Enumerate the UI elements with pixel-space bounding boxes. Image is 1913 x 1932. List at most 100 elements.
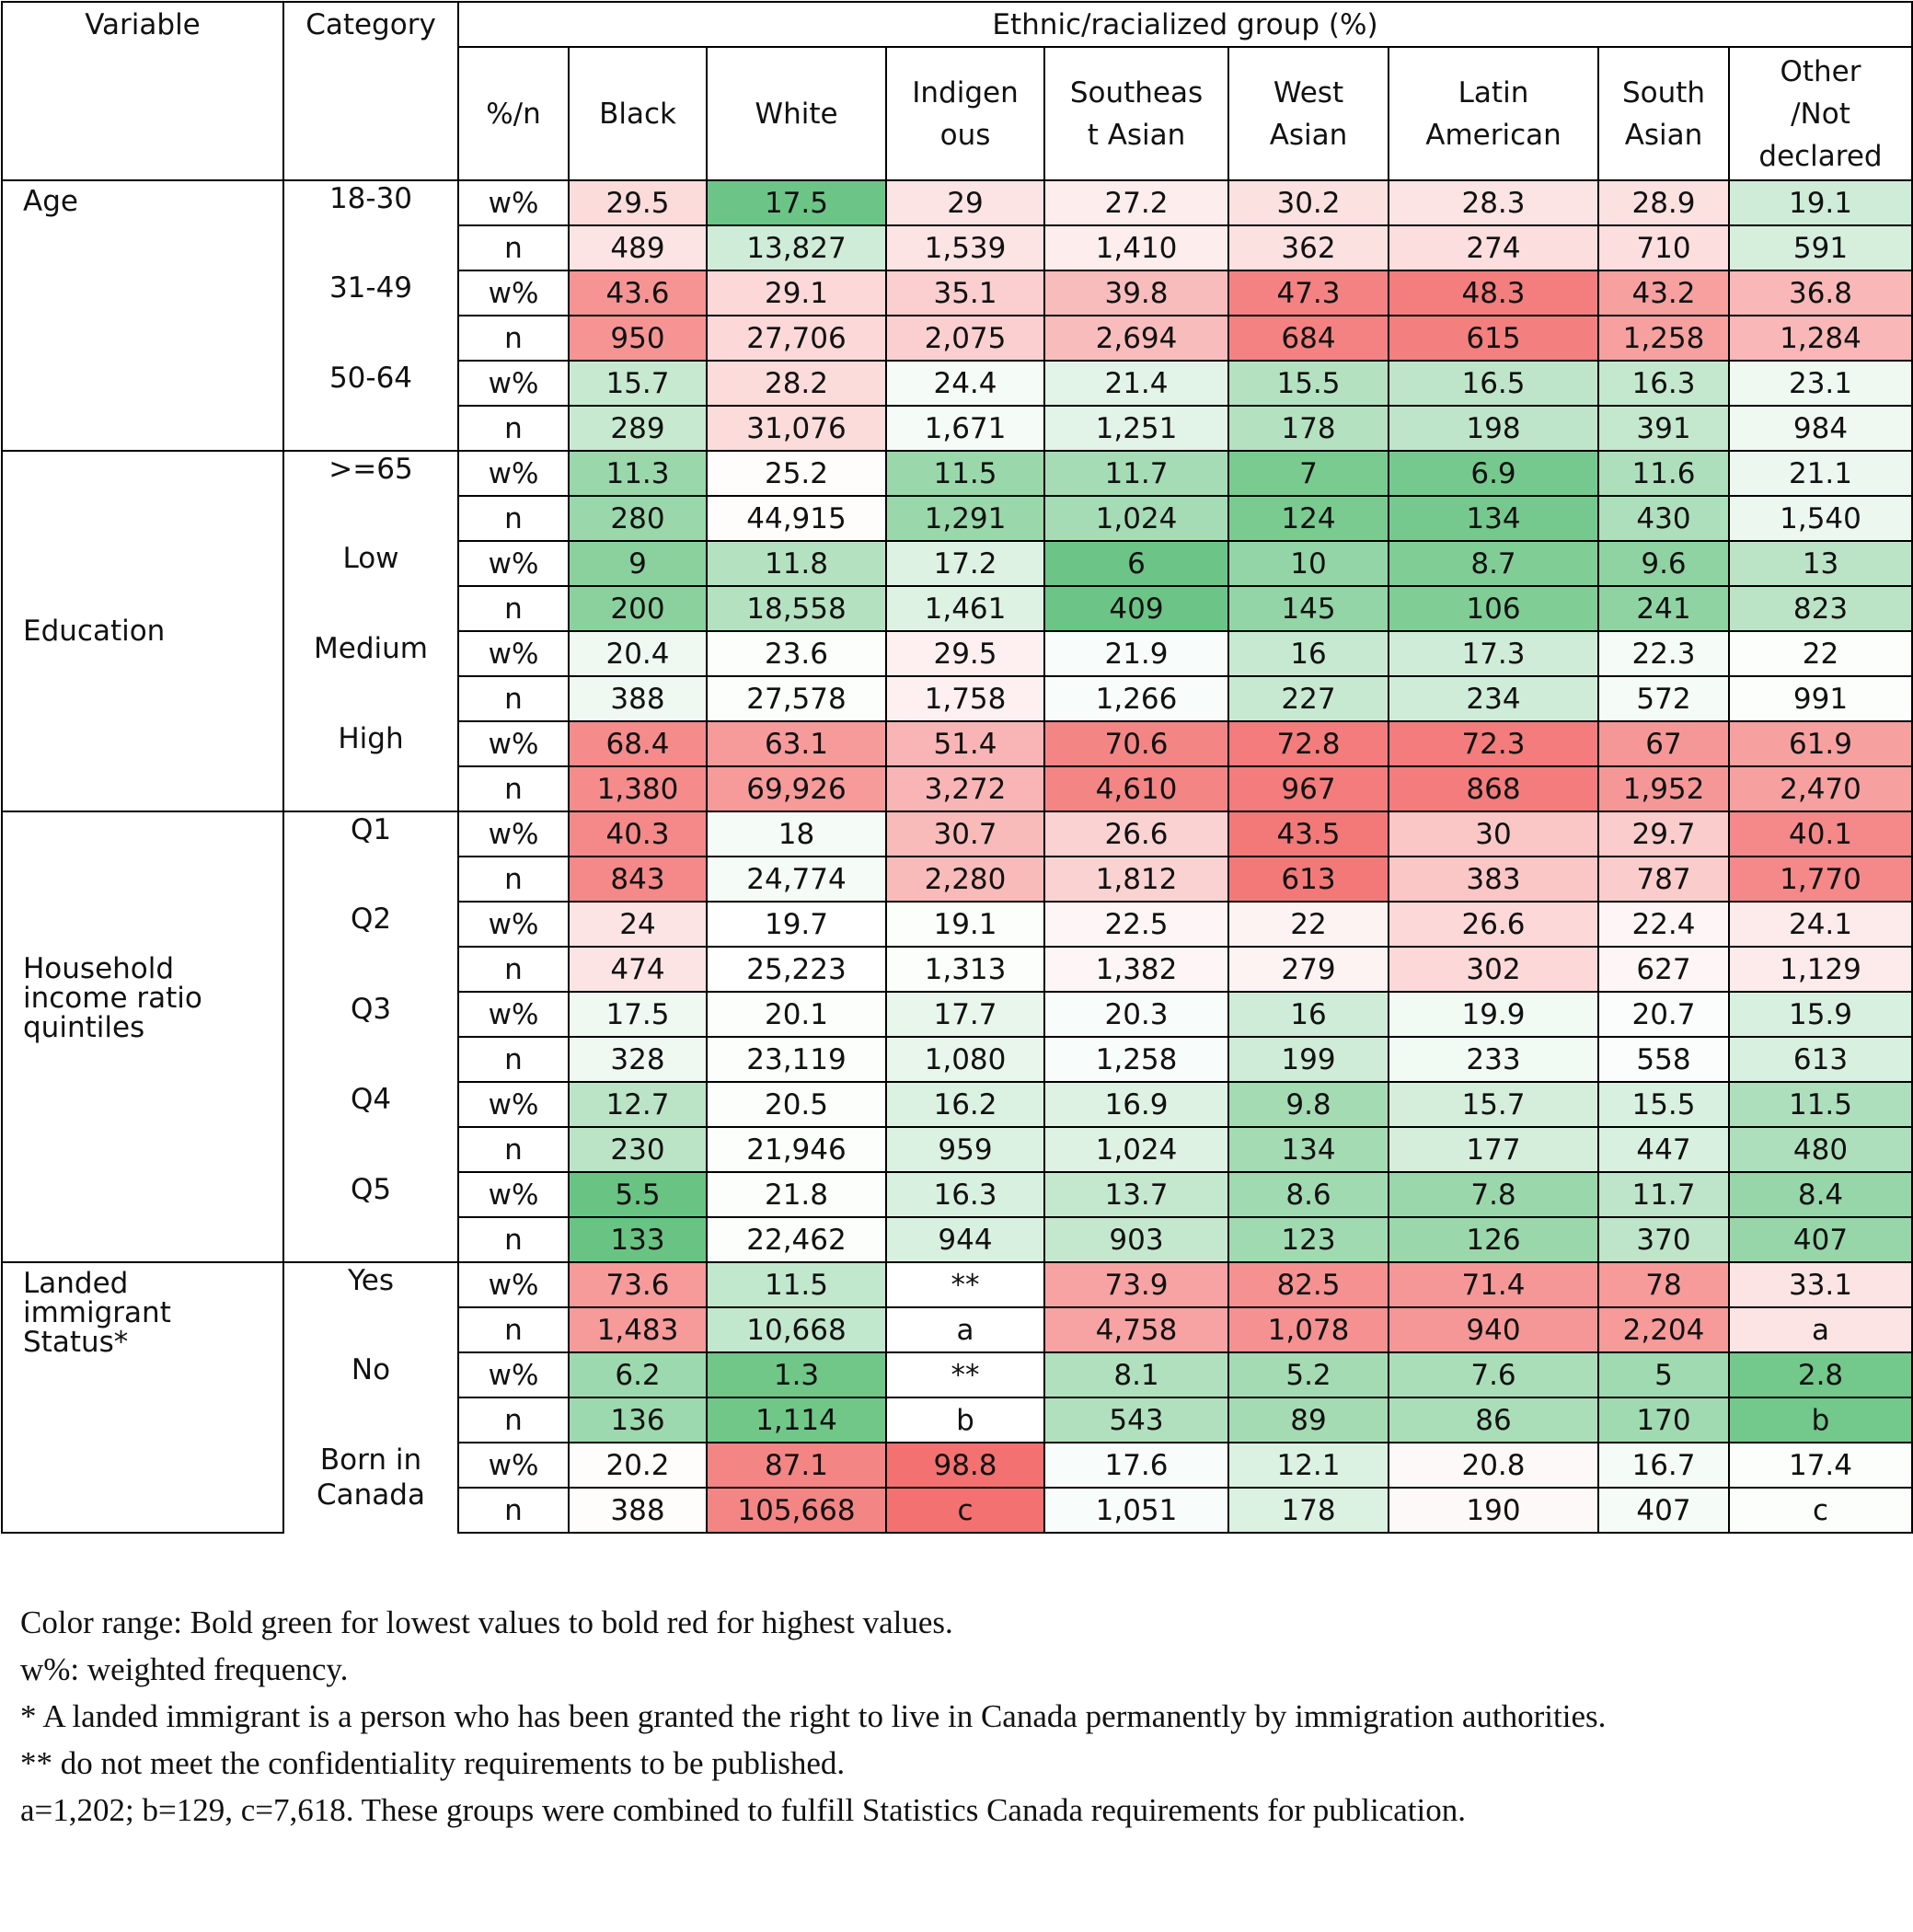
stat-cell: w% — [457, 1351, 570, 1398]
value-cell: 843 — [568, 856, 708, 903]
table-row: n 474 25,223 1,313 1,382 279 302 627 1,129 — [2, 946, 1913, 993]
group-header-1: White — [706, 46, 887, 181]
value-cell: 48.3 — [1388, 270, 1599, 316]
value-cell: 2,694 — [1043, 315, 1229, 362]
table-row: No w% 6.2 1.3 ** 8.1 5.2 7.6 5 2.8 — [2, 1351, 1913, 1443]
value-cell: 1,539 — [885, 224, 1045, 271]
value-cell: 20.7 — [1597, 991, 1730, 1038]
stat-cell: w% — [457, 270, 570, 316]
value-cell: 20.4 — [568, 630, 708, 677]
value-cell: 44,915 — [706, 495, 887, 542]
variable-label-2: Household income ratio quintiles — [1, 811, 284, 1263]
category-label-6: High — [282, 721, 459, 811]
value-cell: 1,382 — [1043, 946, 1229, 993]
category-label-5: Medium — [282, 631, 459, 721]
value-cell: 25,223 — [706, 946, 887, 993]
data-table: Variable Category Ethnic/racialized grou… — [1, 1, 1913, 1534]
category-label-8: Q2 — [282, 902, 459, 992]
value-cell: 1,540 — [1728, 495, 1913, 542]
value-cell: 178 — [1227, 1487, 1389, 1534]
value-cell: 3,272 — [885, 765, 1045, 812]
value-cell: 35.1 — [885, 270, 1045, 316]
value-cell: 29.1 — [706, 270, 887, 316]
value-cell: 5 — [1597, 1351, 1730, 1398]
value-cell: 16.5 — [1388, 360, 1599, 407]
value-cell: 407 — [1728, 1216, 1913, 1263]
value-cell: 22.3 — [1597, 630, 1730, 677]
stat-cell: w% — [457, 179, 570, 226]
group-header-line: ous — [939, 118, 991, 152]
value-cell: 19.9 — [1388, 991, 1599, 1038]
group-header-line: Southeas — [1069, 75, 1204, 109]
group-header-line: /Not — [1791, 97, 1850, 131]
value-cell: 136 — [568, 1397, 708, 1443]
value-cell: 20.2 — [568, 1442, 708, 1489]
value-cell: 388 — [568, 1487, 708, 1534]
category-label-3: >=65 — [282, 450, 459, 541]
group-header-line: West — [1273, 75, 1344, 109]
value-cell: 17.6 — [1043, 1442, 1229, 1489]
value-cell: 6 — [1043, 540, 1229, 587]
category-label-9: Q3 — [282, 992, 459, 1082]
value-cell: 7 — [1227, 450, 1389, 497]
stat-cell: w% — [457, 901, 570, 948]
value-cell: 2,204 — [1597, 1306, 1730, 1353]
value-cell: 23.6 — [706, 630, 887, 677]
value-cell: 22 — [1227, 901, 1389, 948]
value-cell: 2,075 — [885, 315, 1045, 362]
value-cell: b — [885, 1397, 1045, 1443]
value-cell: 33.1 — [1728, 1261, 1913, 1308]
value-cell: 61.9 — [1728, 720, 1913, 767]
group-title-header: Ethnic/racialized group (%) — [457, 1, 1913, 48]
value-cell: 124 — [1227, 495, 1389, 542]
category-label-13: No — [282, 1352, 459, 1443]
value-cell: 8.6 — [1227, 1171, 1389, 1218]
table-row: High w% 68.4 63.1 51.4 70.6 72.8 72.3 67 61.9 — [2, 720, 1913, 811]
value-cell: 9 — [568, 540, 708, 587]
table-row: Born in Canada w% 20.2 87.1 98.8 17.6 12.1 20.8… — [2, 1442, 1913, 1533]
value-cell: 36.8 — [1728, 270, 1913, 316]
value-cell: 105,668 — [706, 1487, 887, 1534]
group-header-2: Indigen ous — [885, 46, 1045, 181]
group-header-0: Black — [568, 46, 708, 181]
stat-cell: w% — [457, 450, 570, 497]
value-cell: 391 — [1597, 405, 1730, 452]
value-cell: 950 — [568, 315, 708, 362]
category-label-1: 31-49 — [282, 270, 459, 361]
value-cell: 1,258 — [1043, 1036, 1229, 1083]
value-cell: 9.6 — [1597, 540, 1730, 587]
value-cell: 16 — [1227, 991, 1389, 1038]
value-cell: 73.9 — [1043, 1261, 1229, 1308]
value-cell: 72.3 — [1388, 720, 1599, 767]
value-cell: 1,051 — [1043, 1487, 1229, 1534]
footnote: w%: weighted frequency. — [20, 1651, 349, 1687]
value-cell: 20.3 — [1043, 991, 1229, 1038]
value-cell: 11.5 — [1728, 1081, 1913, 1128]
value-cell: 27,706 — [706, 315, 887, 362]
value-cell: 17.7 — [885, 991, 1045, 1038]
variable-label-1: Education — [1, 450, 284, 812]
value-cell: 25.2 — [706, 450, 887, 497]
value-cell: 967 — [1227, 765, 1389, 812]
group-header-7: Other/Not declared — [1728, 46, 1913, 181]
value-cell: 23.1 — [1728, 360, 1913, 407]
table-row: Low w% 9 11.8 17.2 6 10 8.7 9.6 13 — [2, 540, 1913, 631]
value-cell: 8.4 — [1728, 1171, 1913, 1218]
value-cell: 328 — [568, 1036, 708, 1083]
value-cell: 684 — [1227, 315, 1389, 362]
table-row: n 133 22,462 944 903 123 126 370 407 — [2, 1216, 1913, 1263]
stat-cell: n — [457, 675, 570, 722]
value-cell: 558 — [1597, 1036, 1730, 1083]
value-cell: 89 — [1227, 1397, 1389, 1443]
table-row: Landed immigrant Status* Yes w% 73.6 11.5 ** 7… — [1, 1261, 1913, 1534]
value-cell: 959 — [885, 1126, 1045, 1173]
value-cell: 4,758 — [1043, 1306, 1229, 1353]
table-row: Medium w% 20.4 23.6 29.5 21.9 16 17.3 22.3 22 — [2, 630, 1913, 721]
value-cell: 15.9 — [1728, 991, 1913, 1038]
value-cell: 22.5 — [1043, 901, 1229, 948]
value-cell: 199 — [1227, 1036, 1389, 1083]
value-cell: 234 — [1388, 675, 1599, 722]
table-row: Age 18-30 w% 29.5 17.5 29 27.2 30.2 28.3 28.9 19.1 — [1, 179, 1913, 452]
value-cell: 27.2 — [1043, 179, 1229, 226]
value-cell: 480 — [1728, 1126, 1913, 1173]
